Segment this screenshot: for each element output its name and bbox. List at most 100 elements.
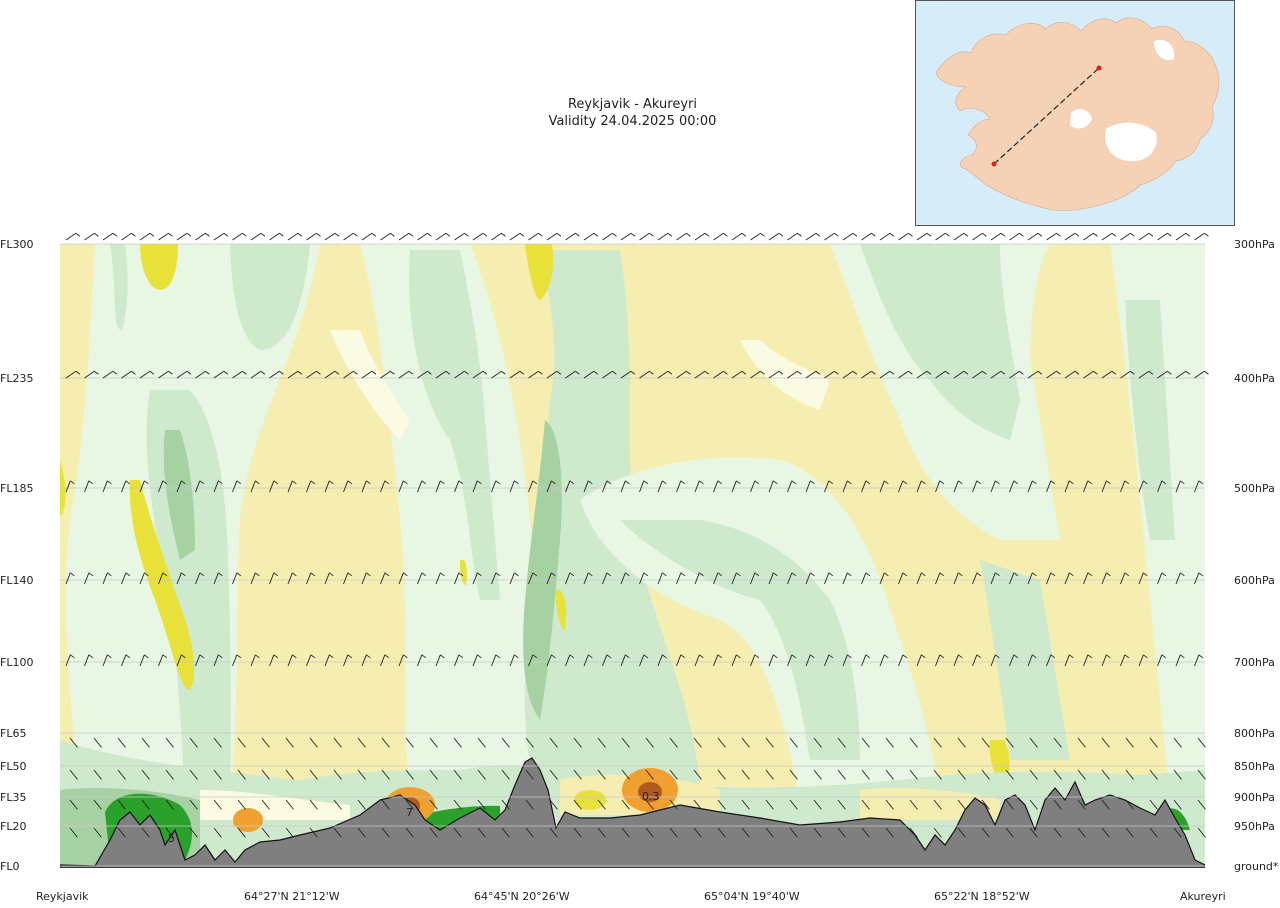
wind-barb (454, 572, 460, 585)
wind-barb (1046, 232, 1057, 241)
wind-barb (357, 799, 366, 810)
wind-barb (694, 654, 700, 667)
wind-barb (972, 480, 978, 493)
wind-barb-flag (754, 654, 760, 659)
wind-barb (750, 654, 756, 667)
wind-barb (232, 572, 238, 585)
wind-barb-flag (723, 370, 728, 375)
wind-barb-flag (815, 232, 821, 237)
wind-barb (1064, 654, 1070, 667)
wind-barb-flag (976, 480, 982, 485)
wind-barb (453, 737, 462, 748)
wind-barb (717, 827, 726, 838)
wind-barb (1149, 827, 1158, 838)
wind-barb (741, 769, 750, 780)
wind-barb (713, 654, 719, 667)
right-tick-label: 600hPa (1234, 574, 1275, 587)
wind-barb (1046, 572, 1052, 585)
wind-barb (953, 232, 965, 241)
wind-barb-flag (736, 480, 741, 485)
wind-barb-flag (88, 654, 94, 659)
wind-barb-flag (884, 480, 889, 485)
wind-barb (357, 769, 366, 780)
wind-barb (165, 769, 174, 780)
wind-barb (472, 572, 478, 585)
wind-barb (1009, 480, 1015, 493)
wind-barb (381, 827, 390, 838)
wind-barb (309, 827, 318, 838)
wind-barb (232, 654, 238, 667)
wind-barb-flag (649, 232, 654, 237)
wind-barb-flag (1124, 654, 1130, 659)
wind-barb-flag (384, 480, 390, 485)
right-tick-label: 800hPa (1234, 727, 1275, 740)
wind-barb-flag (519, 370, 525, 375)
wind-barb (981, 737, 990, 748)
wind-barb (333, 827, 342, 838)
wind-barb-flag (427, 370, 432, 375)
wind-barb (1125, 799, 1134, 810)
wind-barb (189, 799, 198, 810)
wind-barb (117, 827, 126, 838)
wind-barb (861, 572, 867, 585)
wind-barb (398, 232, 410, 241)
wind-barb (141, 799, 150, 810)
wind-barb (121, 370, 132, 379)
wind-barb-flag (1161, 572, 1167, 577)
glacier (1105, 122, 1157, 162)
wind-barb (1197, 769, 1206, 780)
wind-barb (583, 572, 589, 585)
wind-barb (398, 654, 404, 667)
wind-barb-flag (366, 654, 371, 659)
wind-barb (357, 827, 366, 838)
left-tick-label: FL20 (0, 820, 26, 833)
wind-barb-flag (1106, 654, 1111, 659)
green-column (360, 244, 560, 800)
wind-barb-flag (107, 572, 112, 577)
wind-barb (885, 799, 894, 810)
wind-barb (429, 827, 438, 838)
left-tick-label: FL185 (0, 482, 33, 495)
wind-barb (309, 737, 318, 748)
wind-barb (306, 654, 312, 667)
contour-label: 7 (406, 806, 413, 819)
wind-barb (765, 827, 774, 838)
wind-barb-flag (445, 232, 451, 237)
wind-barb (787, 480, 793, 493)
wind-barb (1053, 799, 1062, 810)
wind-barb (528, 232, 539, 241)
wind-barb (957, 827, 966, 838)
wind-barb (583, 232, 595, 241)
wind-barb-flag (1111, 232, 1117, 237)
wind-barb-flag (736, 654, 741, 659)
wind-barb (343, 232, 354, 241)
wind-barb-flag (760, 232, 765, 237)
wind-barb (879, 480, 885, 493)
wind-barb-flag (199, 480, 205, 485)
wind-barb (813, 769, 822, 780)
wind-barb (1064, 480, 1070, 493)
wind-barb (957, 737, 966, 748)
wind-barb-flag (353, 232, 358, 237)
wind-barb (694, 232, 706, 241)
wind-barb-flag (1000, 370, 1006, 375)
wind-barb (837, 799, 846, 810)
wind-barb (501, 827, 510, 838)
wind-barb (879, 232, 891, 241)
wind-barb-flag (828, 572, 834, 577)
wind-barb (1175, 232, 1187, 241)
wind-barb-flag (421, 654, 427, 659)
wind-barb (972, 654, 978, 667)
wind-barb-flag (884, 572, 889, 577)
wind-barb (1009, 572, 1015, 585)
wind-barb-flag (662, 480, 667, 485)
green-column (980, 560, 1070, 760)
wind-barb-flag (1130, 232, 1135, 237)
wind-barb (491, 480, 497, 493)
wind-barb (141, 737, 150, 748)
wind-barb-flag (569, 654, 575, 659)
x-tick-label: 64°45'N 20°26'W (474, 890, 570, 903)
wind-barb (237, 737, 246, 748)
wind-barb (717, 769, 726, 780)
wind-barb-flag (754, 572, 760, 577)
